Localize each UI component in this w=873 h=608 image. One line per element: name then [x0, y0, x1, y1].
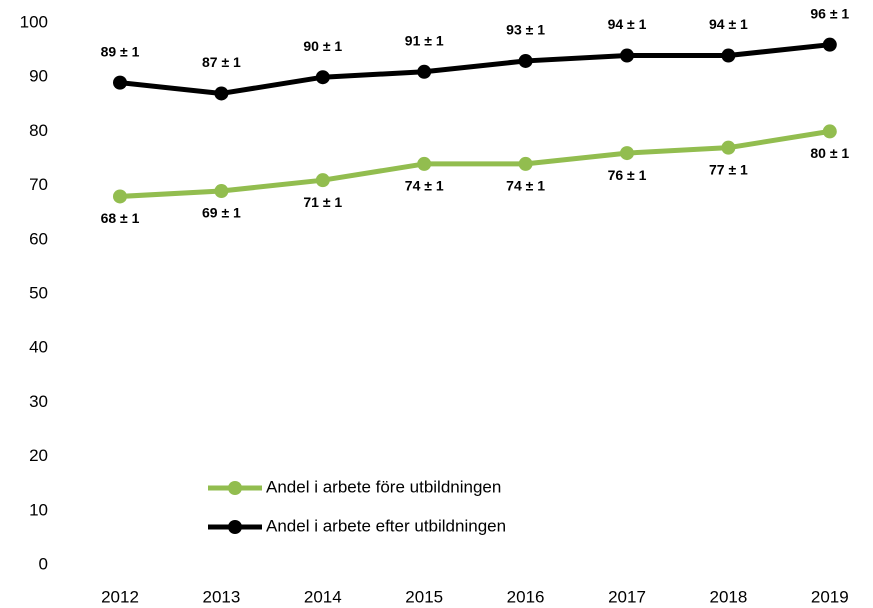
- data-point: [417, 156, 432, 171]
- data-label: 68 ± 1: [101, 210, 140, 226]
- series-line: [119, 42, 831, 96]
- y-tick-label: 20: [29, 446, 48, 465]
- data-point: [721, 140, 736, 155]
- y-tick-label: 0: [39, 554, 48, 573]
- data-label: 93 ± 1: [506, 22, 545, 38]
- x-tick-label: 2013: [202, 587, 240, 606]
- legend-label: Andel i arbete före utbildningen: [266, 477, 501, 496]
- data-label: 76 ± 1: [608, 167, 647, 183]
- x-tick-label: 2016: [507, 587, 545, 606]
- legend-marker: [228, 520, 242, 534]
- x-tick-label: 2014: [304, 587, 342, 606]
- legend-label: Andel i arbete efter utbildningen: [266, 516, 506, 535]
- data-point: [721, 48, 736, 63]
- y-tick-label: 70: [29, 175, 48, 194]
- data-label: 94 ± 1: [608, 16, 647, 32]
- data-point: [822, 124, 837, 139]
- y-tick-label: 30: [29, 392, 48, 411]
- data-label: 71 ± 1: [303, 194, 342, 210]
- y-tick-label: 40: [29, 338, 48, 357]
- data-label: 69 ± 1: [202, 205, 241, 221]
- x-tick-label: 2018: [709, 587, 747, 606]
- data-point: [214, 184, 229, 199]
- data-label: 94 ± 1: [709, 16, 748, 32]
- y-tick-label: 80: [29, 121, 48, 140]
- data-label: 77 ± 1: [709, 161, 748, 177]
- data-point: [620, 146, 634, 161]
- data-point: [518, 156, 533, 171]
- data-label: 90 ± 1: [303, 38, 342, 54]
- data-point: [822, 37, 837, 52]
- x-tick-label: 2012: [101, 587, 139, 606]
- y-tick-label: 10: [29, 500, 48, 519]
- y-tick-label: 50: [29, 283, 48, 302]
- x-tick-label: 2019: [811, 587, 849, 606]
- series-line: [119, 128, 831, 199]
- data-label: 80 ± 1: [810, 145, 849, 161]
- y-tick-label: 60: [29, 229, 48, 248]
- data-point: [518, 53, 533, 68]
- data-label: 74 ± 1: [506, 178, 545, 194]
- x-tick-label: 2015: [405, 587, 443, 606]
- data-point: [315, 70, 330, 85]
- data-point: [417, 64, 432, 79]
- data-point: [315, 173, 330, 188]
- data-point: [113, 189, 127, 204]
- data-point: [113, 75, 127, 90]
- data-label: 96 ± 1: [810, 5, 849, 21]
- legend-marker: [228, 481, 242, 495]
- data-point: [214, 86, 229, 101]
- data-label: 89 ± 1: [101, 43, 140, 59]
- y-tick-label: 90: [29, 67, 48, 86]
- y-tick-label: 100: [20, 12, 48, 31]
- data-label: 91 ± 1: [405, 32, 444, 48]
- data-point: [620, 48, 634, 63]
- data-label: 87 ± 1: [202, 54, 241, 70]
- x-tick-label: 2017: [608, 587, 646, 606]
- data-label: 74 ± 1: [405, 178, 444, 194]
